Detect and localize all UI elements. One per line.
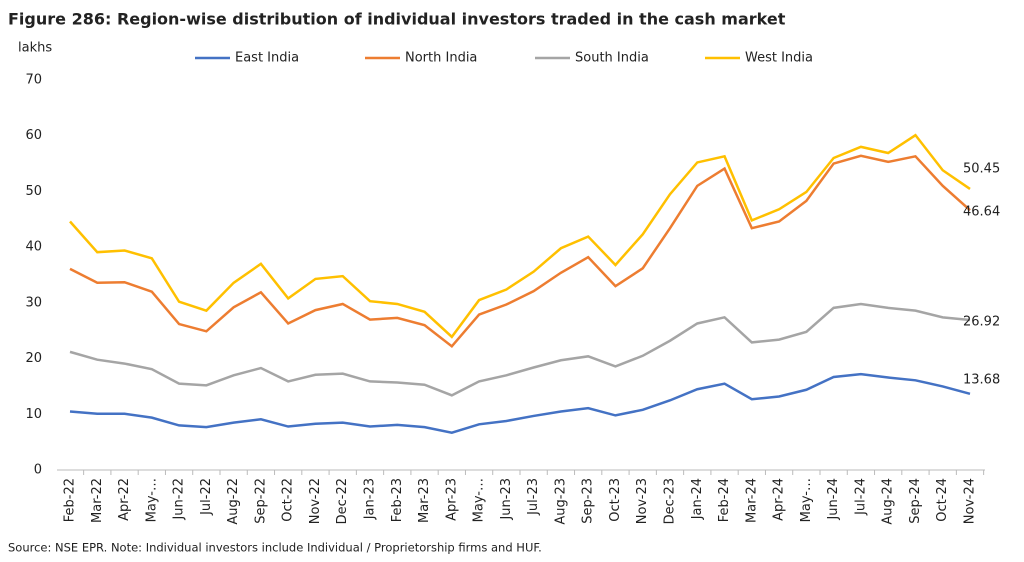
x-tick-label: Nov-24 <box>963 478 978 524</box>
legend-label: East India <box>235 51 299 66</box>
x-tick-label: Sep-24 <box>908 478 923 524</box>
x-tick-label: Jun-24 <box>826 478 841 521</box>
x-tick-label: Jul-24 <box>853 478 868 516</box>
x-tick-label: Dec-23 <box>663 478 678 524</box>
series-line <box>69 133 971 339</box>
x-tick-label: Sep-22 <box>253 478 268 524</box>
x-tick-label: Jun-22 <box>172 478 187 521</box>
x-tick-label: Nov-22 <box>308 478 323 524</box>
chart-title: Figure 286: Region-wise distribution of … <box>8 10 786 29</box>
x-tick-label: Sep-23 <box>581 478 596 524</box>
x-tick-label: Oct-23 <box>608 478 623 522</box>
x-tick-label: Jul-23 <box>526 478 541 516</box>
x-tick-label: Feb-22 <box>63 478 78 522</box>
data-label: 50.45 <box>963 161 1000 176</box>
x-tick-label: May-… <box>472 478 487 522</box>
x-tick-label: Aug-24 <box>881 478 896 525</box>
y-unit: lakhs <box>18 41 52 56</box>
x-tick-label: Mar-22 <box>90 478 105 523</box>
x-tick-label: Apr-23 <box>444 478 459 521</box>
x-tick-label: Mar-24 <box>744 478 759 523</box>
x-tick-label: Apr-22 <box>117 478 132 521</box>
y-tick-label: 40 <box>25 240 42 255</box>
x-tick-label: Apr-24 <box>772 478 787 521</box>
data-label: 26.92 <box>963 315 1000 330</box>
series-line <box>69 372 971 434</box>
x-tick-label: Aug-23 <box>553 478 568 525</box>
x-tick-label: Jan-24 <box>690 478 705 520</box>
x-tick-label: May-… <box>799 478 814 522</box>
y-tick-label: 70 <box>25 73 42 88</box>
y-tick-label: 20 <box>25 351 42 366</box>
data-label: 13.68 <box>963 372 1000 387</box>
x-tick-label: Feb-23 <box>390 478 405 522</box>
y-tick-label: 50 <box>25 184 42 199</box>
y-tick-label: 10 <box>25 407 42 422</box>
legend-label: North India <box>405 51 477 66</box>
series-line <box>69 154 971 349</box>
x-tick-label: Oct-24 <box>935 478 950 522</box>
legend-label: West India <box>745 51 813 66</box>
x-tick-label: Nov-23 <box>635 478 650 524</box>
y-tick-label: 0 <box>34 463 42 478</box>
x-tick-label: Dec-22 <box>335 478 350 524</box>
x-tick-label: Jun-23 <box>499 478 514 521</box>
y-tick-label: 30 <box>25 295 42 310</box>
x-tick-label: Jul-22 <box>199 478 214 516</box>
x-tick-label: Feb-24 <box>717 478 732 522</box>
series-line <box>69 302 971 397</box>
x-tick-label: Oct-22 <box>281 478 296 522</box>
legend-label: South India <box>575 51 649 66</box>
x-tick-label: May-… <box>144 478 159 522</box>
x-tick-label: Mar-23 <box>417 478 432 523</box>
x-tick-label: Jan-23 <box>363 478 378 520</box>
x-tick-label: Aug-22 <box>226 478 241 525</box>
source-note: Source: NSE EPR. Note: Individual invest… <box>8 541 542 555</box>
data-label: 46.64 <box>963 205 1000 220</box>
y-tick-label: 60 <box>25 128 42 143</box>
